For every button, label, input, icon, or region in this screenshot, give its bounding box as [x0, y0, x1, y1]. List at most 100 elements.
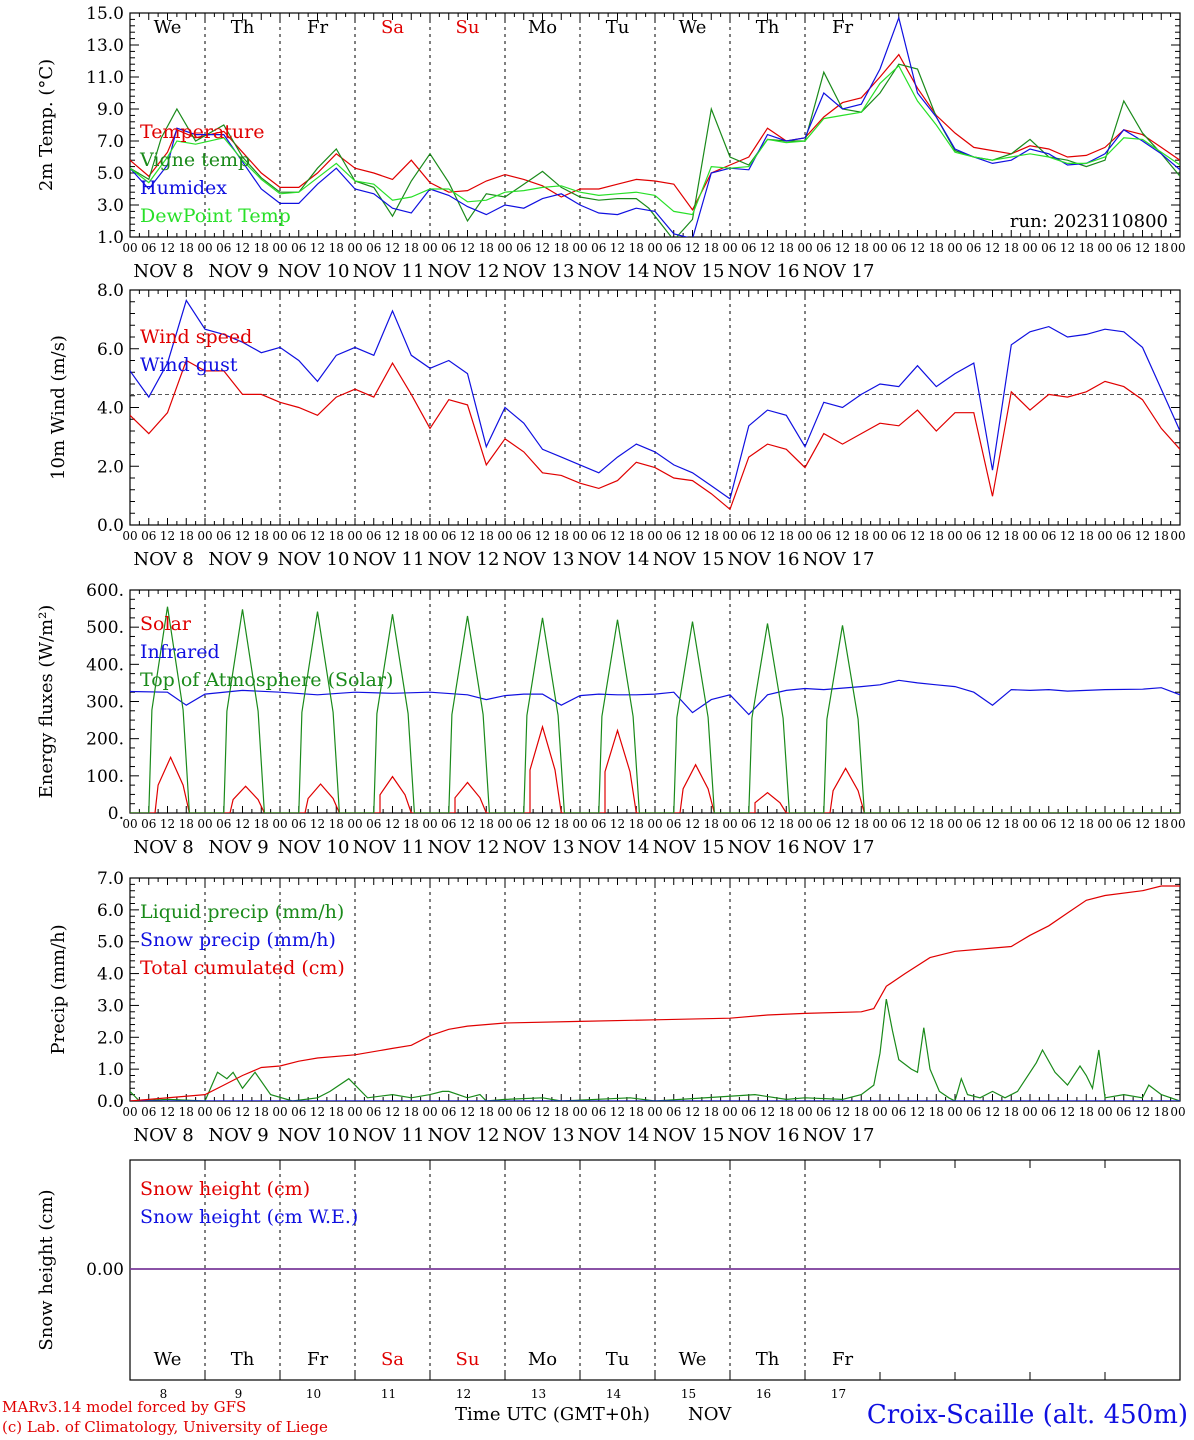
y-tick-label: 300. — [86, 693, 124, 713]
y-axis-label: 10m Wind (m/s) — [48, 335, 69, 480]
day-number-label: 14 — [606, 1387, 622, 1401]
date-label: NOV 12 — [428, 261, 500, 282]
date-label: NOV 8 — [133, 549, 193, 570]
date-label: NOV 14 — [578, 1125, 650, 1146]
hour-tick-label: 00 — [797, 1105, 812, 1119]
hour-tick-label: 18 — [554, 817, 569, 831]
y-axis-label: Energy fluxes (W/m²) — [36, 605, 57, 799]
hour-tick-label: 18 — [704, 817, 719, 831]
hour-tick-label: 06 — [216, 241, 231, 255]
date-label: NOV 10 — [278, 837, 350, 858]
hour-tick-label: 00 — [197, 529, 212, 543]
hour-tick-label: 12 — [1060, 1105, 1075, 1119]
hour-tick-label: 00 — [722, 529, 737, 543]
hour-tick-label: 00 — [947, 817, 962, 831]
date-label: NOV 17 — [803, 549, 875, 570]
hour-tick-label: 12 — [910, 529, 925, 543]
hour-tick-label: 06 — [516, 529, 531, 543]
date-label: NOV 16 — [728, 261, 800, 282]
hour-tick-label: 06 — [366, 817, 381, 831]
hour-tick-label: 18 — [929, 817, 944, 831]
y-tick-label: 0. — [108, 804, 124, 824]
y-tick-label: 200. — [86, 730, 124, 750]
hour-tick-label: 18 — [254, 817, 269, 831]
series-line-1 — [130, 724, 1180, 813]
y-tick-label: 0.0 — [97, 1092, 124, 1112]
hour-tick-label: 12 — [535, 817, 550, 831]
hour-tick-label: 12 — [460, 1105, 475, 1119]
hour-tick-label: 18 — [1154, 1105, 1169, 1119]
hour-tick-label: 18 — [1079, 529, 1094, 543]
hour-tick-label: 06 — [891, 529, 906, 543]
y-tick-label: 3.0 — [97, 196, 124, 216]
hour-tick-label: 06 — [891, 817, 906, 831]
hour-tick-label: 00 — [947, 241, 962, 255]
hour-tick-label: 18 — [704, 1105, 719, 1119]
hour-tick-label: 06 — [516, 1105, 531, 1119]
hour-tick-label: 06 — [291, 817, 306, 831]
date-label: NOV 9 — [208, 837, 268, 858]
y-tick-label: 4.0 — [97, 399, 124, 419]
hour-tick-label: 06 — [441, 241, 456, 255]
y-tick-label: 7.0 — [97, 132, 124, 152]
weekday-label: Fr — [307, 17, 328, 38]
hour-tick-label: 12 — [1060, 529, 1075, 543]
hour-tick-label: 18 — [254, 241, 269, 255]
weekday-label: Th — [231, 1349, 255, 1370]
hour-tick-label: 00 — [347, 1105, 362, 1119]
hour-tick-label: 12 — [610, 529, 625, 543]
series-line-3 — [130, 885, 1180, 1101]
hour-tick-label: 00 — [122, 817, 137, 831]
hour-tick-label: 18 — [929, 1105, 944, 1119]
day-number-label: 13 — [531, 1387, 546, 1401]
hour-tick-label: 18 — [1079, 1105, 1094, 1119]
hour-tick-label: 00 — [647, 529, 662, 543]
hour-tick-label: 06 — [441, 1105, 456, 1119]
hour-tick-label: 00 — [1170, 241, 1185, 255]
hour-tick-label: 18 — [329, 529, 344, 543]
weekday-label: Fr — [832, 1349, 853, 1370]
hour-tick-label: 12 — [1135, 241, 1150, 255]
hour-tick-label: 00 — [1022, 241, 1037, 255]
hour-tick-label: 06 — [141, 241, 156, 255]
hour-tick-label: 18 — [554, 529, 569, 543]
series-line-1 — [130, 998, 1180, 1101]
date-label: NOV 8 — [133, 1125, 193, 1146]
hour-tick-label: 06 — [591, 529, 606, 543]
hour-tick-label: 00 — [347, 817, 362, 831]
hour-tick-label: 00 — [122, 241, 137, 255]
hour-tick-label: 06 — [1041, 1105, 1056, 1119]
hour-tick-label: 00 — [1097, 817, 1112, 831]
y-tick-label: 600. — [86, 581, 124, 601]
legend-entry: Infrared — [140, 641, 220, 663]
weekday-label: Sa — [381, 17, 404, 38]
hour-tick-label: 00 — [872, 529, 887, 543]
weekday-label: Mo — [528, 1349, 557, 1370]
hour-tick-label: 00 — [797, 817, 812, 831]
hour-tick-label: 12 — [535, 529, 550, 543]
hour-tick-label: 06 — [741, 241, 756, 255]
hour-tick-label: 12 — [1135, 817, 1150, 831]
hour-tick-label: 06 — [1041, 817, 1056, 831]
date-label: NOV 14 — [578, 549, 650, 570]
hour-tick-label: 12 — [385, 1105, 400, 1119]
y-tick-label: 100. — [86, 767, 124, 787]
hour-tick-label: 18 — [179, 1105, 194, 1119]
hour-tick-label: 12 — [310, 529, 325, 543]
date-label: NOV 11 — [353, 1125, 425, 1146]
hour-tick-label: 12 — [760, 529, 775, 543]
hour-tick-label: 06 — [591, 817, 606, 831]
hour-tick-label: 18 — [929, 241, 944, 255]
hour-tick-label: 00 — [1170, 1105, 1185, 1119]
weekday-label: Th — [756, 1349, 780, 1370]
hour-tick-label: 18 — [779, 529, 794, 543]
date-label: NOV 13 — [503, 261, 575, 282]
hour-tick-label: 00 — [1097, 529, 1112, 543]
hour-tick-label: 12 — [235, 529, 250, 543]
weekday-label: Fr — [832, 17, 853, 38]
hour-tick-label: 12 — [160, 241, 175, 255]
hour-tick-label: 18 — [179, 241, 194, 255]
hour-tick-label: 18 — [629, 817, 644, 831]
hour-tick-label: 06 — [891, 241, 906, 255]
